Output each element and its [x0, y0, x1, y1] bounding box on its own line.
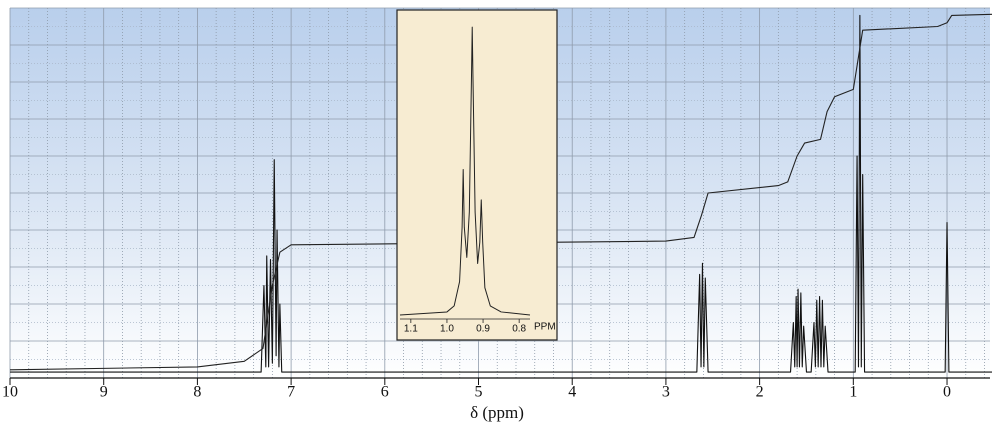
inset-plot: 1.1 1.0 0.9 0.8: [396, 9, 558, 341]
integral-line: [9, 13, 993, 371]
x-tick-label: 6: [381, 384, 389, 401]
x-tick-label: 10: [2, 384, 18, 401]
spectrum-line: [399, 26, 531, 316]
x-tick-label: 0: [943, 384, 951, 401]
x-tick-label: 3: [662, 384, 670, 401]
inset-tick-label: 1.1: [404, 324, 418, 335]
x-tick-label: 9: [100, 384, 108, 401]
inset-tick-label: 0.9: [476, 324, 490, 335]
inset-tick-label: 1.0: [440, 324, 454, 335]
inset-background: [396, 9, 558, 341]
x-axis-label: δ (ppm): [470, 403, 524, 422]
x-tick-label: 4: [568, 384, 576, 401]
spectrum-line: [10, 14, 992, 373]
x-tick-label: 2: [756, 384, 764, 401]
x-tick-label: 7: [287, 384, 295, 401]
x-tick-label: 8: [193, 384, 201, 401]
x-tick-label: 1: [849, 384, 857, 401]
x-tick-label: 5: [475, 384, 483, 401]
inset-axis-label: PPM: [534, 322, 556, 333]
inset-tick-label: 0.8: [512, 324, 526, 335]
